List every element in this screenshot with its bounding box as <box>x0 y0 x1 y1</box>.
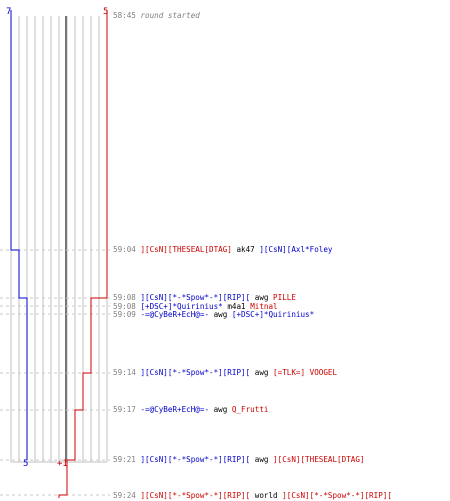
weapon: m4a1 <box>227 302 246 311</box>
score-bottom-left: 5 <box>23 459 29 469</box>
event-description: round started <box>140 11 200 20</box>
event-row: 59:17 -=@CyBeR+EcH@=- awg Q_Frutti <box>113 405 268 415</box>
event-row: 59:14 ][CsN][*-*Spow*-*][RIP][ awg [=TLK… <box>113 368 337 378</box>
killer-name: -=@CyBeR+EcH@=- <box>140 310 210 319</box>
event-row: 59:04 ][CsN][THESEAL[DTAG] ak47 ][CsN][A… <box>113 245 332 255</box>
weapon: world <box>254 491 278 500</box>
killer-name: ][CsN][*-*Spow*-*][RIP][ <box>140 491 251 500</box>
event-time: 59:24 <box>113 491 136 500</box>
event-time: 59:04 <box>113 245 136 254</box>
weapon: ak47 <box>236 245 255 254</box>
killer-name: ][CsN][*-*Spow*-*][RIP][ <box>140 455 251 464</box>
victim-name: PILLE <box>273 293 296 302</box>
killer-name: -=@CyBeR+EcH@=- <box>140 405 210 414</box>
event-row: 59:08 ][CsN][*-*Spow*-*][RIP][ awg PILLE <box>113 293 296 303</box>
event-row: 59:08 [+DSC+]*Quirinius* m4a1 Mitnal <box>113 302 278 312</box>
killer-name: ][CsN][*-*Spow*-*][RIP][ <box>140 368 251 377</box>
weapon: awg <box>254 293 269 302</box>
event-time: 59:08 <box>113 302 136 311</box>
event-row: 58:45 round started <box>113 11 200 21</box>
weapon: awg <box>213 405 228 414</box>
red-team-line <box>58 16 108 498</box>
event-time: 59:17 <box>113 405 136 414</box>
score-top-right: 5 <box>103 7 109 17</box>
victim-name: ][CsN][*-*Spow*-*][RIP][ <box>282 491 392 500</box>
victim-name: Mitnal <box>250 302 278 311</box>
blue-team-line <box>10 16 28 460</box>
weapon: awg <box>254 455 269 464</box>
event-time: 59:09 <box>113 310 136 319</box>
event-time: 59:08 <box>113 293 136 302</box>
victim-name: ][CsN][THESEAL[DTAG] <box>273 455 365 464</box>
event-time: 59:14 <box>113 368 136 377</box>
weapon: awg <box>213 310 228 319</box>
weapon: awg <box>254 368 269 377</box>
killer-name: [+DSC+]*Quirinius* <box>140 302 223 311</box>
event-row: 59:21 ][CsN][*-*Spow*-*][RIP][ awg ][CsN… <box>113 455 364 465</box>
event-time: 59:21 <box>113 455 136 464</box>
victim-name: [+DSC+]*Quirinius* <box>231 310 315 319</box>
score-top-left: 7 <box>6 7 12 17</box>
killer-name: ][CsN][*-*Spow*-*][RIP][ <box>140 293 251 302</box>
victim-name: Q_Frutti <box>231 405 269 414</box>
killer-name: ][CsN][THESEAL[DTAG] <box>140 245 232 254</box>
event-time: 58:45 <box>113 11 136 20</box>
event-row: 59:24 ][CsN][*-*Spow*-*][RIP][ world ][C… <box>113 491 392 501</box>
victim-name: [=TLK=] VOOGEL <box>273 368 338 377</box>
event-row: 59:09 -=@CyBeR+EcH@=- awg [+DSC+]*Quirin… <box>113 310 314 320</box>
victim-name: ][CsN][Axl*Foley <box>259 245 333 254</box>
score-bottom-right: +1 <box>57 459 68 469</box>
